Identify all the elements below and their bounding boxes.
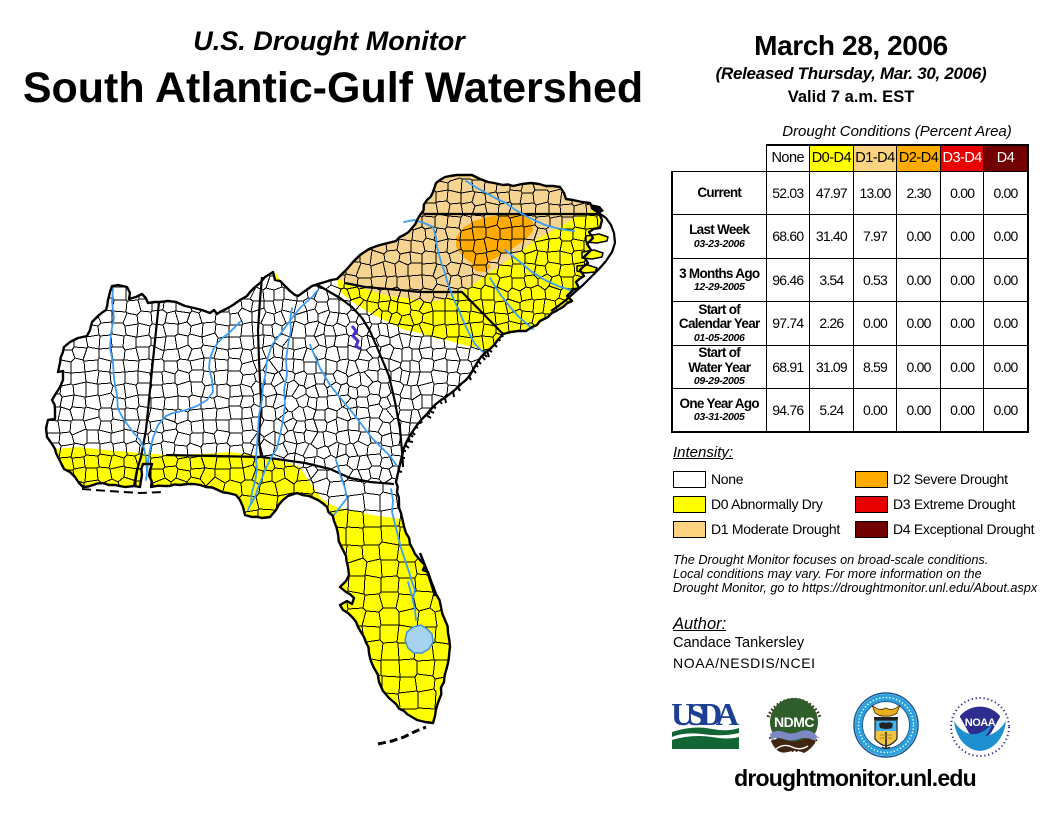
svg-text:NOAA: NOAA xyxy=(965,717,996,729)
svg-text:USDA: USDA xyxy=(672,699,739,732)
svg-text:NDMC: NDMC xyxy=(774,714,814,730)
